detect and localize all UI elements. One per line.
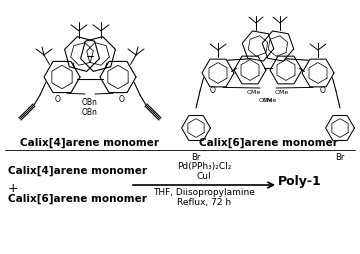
Text: Br: Br — [191, 153, 201, 162]
Text: Pd(PPh₃)₂Cl₂: Pd(PPh₃)₂Cl₂ — [177, 162, 231, 171]
Text: OMe: OMe — [275, 90, 289, 95]
Text: CuI: CuI — [197, 172, 211, 181]
Text: O: O — [119, 94, 125, 103]
Text: Reflux, 72 h: Reflux, 72 h — [177, 198, 231, 207]
Text: Calix[6]arene monomer: Calix[6]arene monomer — [8, 194, 147, 204]
Text: +: + — [8, 182, 19, 195]
Text: THF, Diisopropylamine: THF, Diisopropylamine — [153, 188, 255, 197]
Text: O: O — [320, 86, 326, 95]
Text: O: O — [210, 86, 216, 95]
Text: OBn: OBn — [82, 108, 98, 117]
Text: Calix[6]arene monomer: Calix[6]arene monomer — [199, 138, 337, 148]
Text: O: O — [55, 94, 61, 103]
Text: Poly-1: Poly-1 — [278, 176, 322, 188]
Text: OMe: OMe — [247, 90, 261, 95]
Text: OMe: OMe — [259, 98, 273, 103]
Text: OBn: OBn — [82, 98, 98, 107]
Text: Calix[4]arene monomer: Calix[4]arene monomer — [8, 166, 147, 176]
Text: Calix[4]arene monomer: Calix[4]arene monomer — [21, 138, 159, 148]
Text: Br: Br — [335, 153, 345, 162]
Text: OMe: OMe — [263, 98, 277, 103]
